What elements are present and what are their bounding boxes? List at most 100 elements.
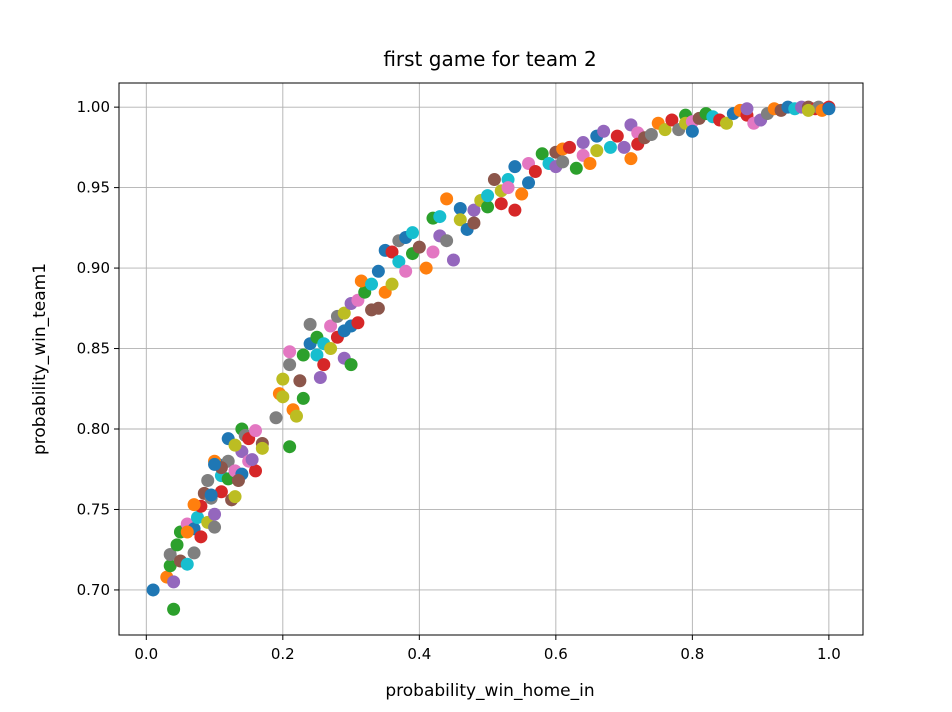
scatter-point: [440, 192, 454, 206]
scatter-point: [392, 255, 406, 269]
scatter-point: [494, 197, 508, 211]
scatter-point: [208, 520, 222, 534]
scatter-point: [685, 124, 699, 138]
scatter-point: [190, 511, 204, 525]
scatter-point: [569, 161, 583, 175]
axes-frame: [118, 82, 864, 636]
scatter-point: [283, 345, 297, 359]
scatter-point: [371, 264, 385, 278]
scatter-point: [467, 216, 481, 230]
y-tick-label: 1.00: [77, 98, 110, 116]
scatter-point: [283, 358, 297, 372]
scatter-point: [187, 546, 201, 560]
x-axis-ticks: 0.0 0.2 0.4 0.6 0.8 1.0: [134, 635, 841, 663]
data-points: [146, 100, 836, 616]
scatter-point: [562, 140, 576, 154]
y-tick-label: 0.70: [77, 581, 110, 599]
scatter-point: [481, 189, 495, 203]
scatter-point: [440, 234, 454, 248]
scatter-point: [801, 103, 815, 117]
y-axis-ticks: 0.70 0.75 0.80 0.85 0.90 0.95 1.00: [77, 98, 119, 599]
scatter-point: [245, 453, 259, 467]
scatter-point: [170, 538, 184, 552]
scatter-point: [269, 411, 283, 425]
y-tick-label: 0.90: [77, 259, 110, 277]
scatter-point: [535, 147, 549, 161]
x-tick-label: 1.0: [817, 645, 841, 663]
scatter-point: [208, 507, 222, 521]
scatter-point: [522, 176, 536, 190]
scatter-point: [576, 136, 590, 150]
scatter-point: [446, 253, 460, 267]
scatter-point: [228, 438, 242, 452]
scatter-point: [344, 358, 358, 372]
scatter-point: [296, 391, 310, 405]
scatter-point: [501, 181, 515, 195]
scatter-point: [303, 317, 317, 331]
x-tick-label: 0.2: [271, 645, 295, 663]
x-tick-label: 0.4: [407, 645, 431, 663]
scatter-point: [399, 264, 413, 278]
x-tick-label: 0.0: [134, 645, 158, 663]
scatter-point: [597, 124, 611, 138]
scatter-point: [481, 200, 495, 214]
scatter-point: [167, 602, 181, 616]
y-tick-label: 0.95: [77, 179, 110, 197]
scatter-point: [289, 409, 303, 423]
scatter-point: [296, 348, 310, 362]
scatter-point: [214, 485, 228, 499]
scatter-point: [610, 129, 624, 143]
scatter-point: [324, 342, 338, 356]
y-axis-label: probability_win_team1: [30, 263, 50, 455]
x-tick-label: 0.8: [680, 645, 704, 663]
scatter-point: [603, 140, 617, 154]
scatter-point: [180, 525, 194, 539]
scatter-point: [528, 165, 542, 179]
scatter-point: [194, 530, 208, 544]
scatter-point: [453, 202, 467, 216]
scatter-point: [487, 173, 501, 187]
scatter-point: [146, 583, 160, 597]
scatter-point: [293, 374, 307, 388]
scatter-point: [412, 240, 426, 254]
scatter-point: [583, 156, 597, 170]
scatter-point: [365, 277, 379, 291]
scatter-point: [453, 213, 467, 227]
scatter-point: [255, 441, 269, 455]
scatter-point: [740, 102, 754, 116]
scatter-point: [590, 144, 604, 158]
scatter-point: [719, 116, 733, 130]
scatter-point: [515, 187, 529, 201]
scatter-point: [822, 102, 836, 116]
scatter-point: [556, 155, 570, 169]
scatter-point: [337, 306, 351, 320]
y-tick-label: 0.80: [77, 420, 110, 438]
x-tick-label: 0.6: [544, 645, 568, 663]
scatter-point: [406, 226, 420, 240]
scatter-point: [163, 548, 177, 562]
scatter-point: [276, 372, 290, 386]
scatter-point: [324, 319, 338, 333]
scatter-point: [433, 210, 447, 224]
scatter-point: [187, 498, 201, 512]
scatter-point: [276, 390, 290, 404]
scatter-point: [228, 490, 242, 504]
scatter-point: [658, 123, 672, 137]
y-tick-label: 0.85: [77, 340, 110, 358]
scatter-point: [419, 261, 433, 275]
scatter-point: [231, 474, 245, 488]
scatter-point: [208, 457, 222, 471]
scatter-point: [317, 358, 331, 372]
scatter-point: [351, 316, 365, 330]
scatter-point: [310, 348, 324, 362]
scatter-point: [644, 127, 658, 141]
grid-lines: [119, 83, 863, 635]
scatter-point: [354, 274, 368, 288]
scatter-point: [426, 245, 440, 259]
scatter-point: [163, 559, 177, 573]
scatter-point: [385, 277, 399, 291]
scatter-point: [201, 474, 215, 488]
scatter-point: [313, 371, 327, 385]
scatter-point: [249, 424, 263, 438]
scatter-point: [371, 301, 385, 315]
